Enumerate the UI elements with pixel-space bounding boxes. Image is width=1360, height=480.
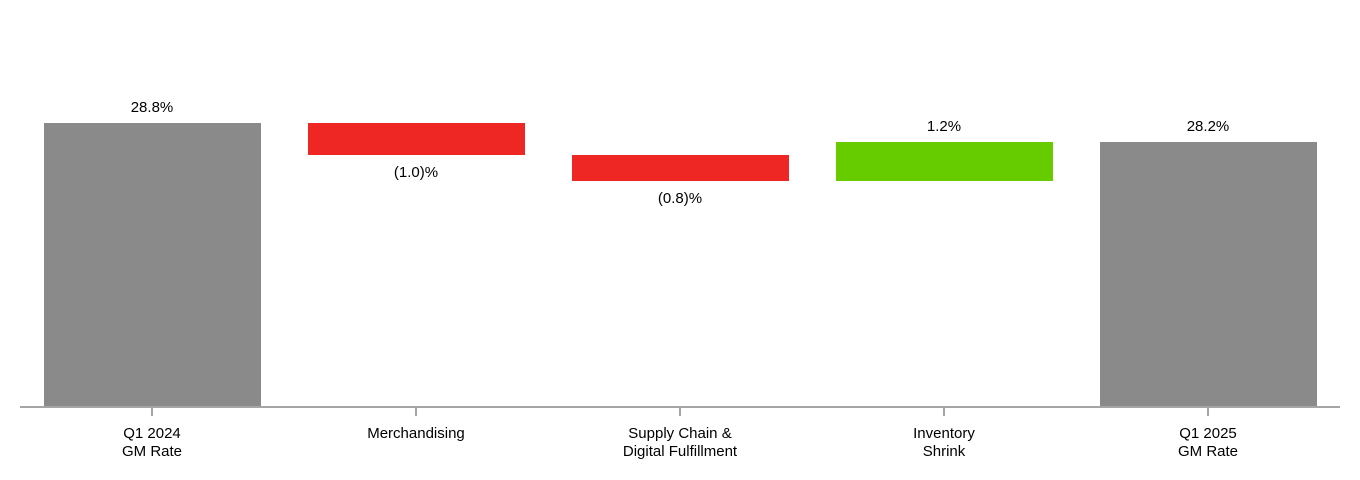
- category-label-merchandising: Merchandising: [296, 425, 536, 443]
- x-axis-tick: [415, 408, 417, 416]
- category-label-line: Digital Fulfillment: [622, 443, 738, 460]
- category-label-line: GM Rate: [121, 443, 182, 460]
- category-label-supply-chain-digital-fulfillment: Supply Chain & Digital Fulfillment: [560, 425, 800, 461]
- bar-q1-2025-gm-rate: [1099, 141, 1317, 406]
- category-label-line: Shrink: [922, 443, 966, 460]
- category-label-line: Q1 2025: [1179, 425, 1237, 442]
- category-label-inventory-shrink: Inventory Shrink: [824, 425, 1064, 461]
- category-label-q1-2025-gm-rate: Q1 2025 GM Rate: [1088, 425, 1328, 461]
- data-label-q1-2024-gm-rate: 28.8%: [130, 98, 174, 116]
- x-axis-tick: [151, 408, 153, 416]
- x-axis-tick: [679, 408, 681, 416]
- bar-supply-chain-digital-fulfillment: [571, 154, 789, 181]
- x-axis-line: [20, 406, 1340, 408]
- x-axis-tick: [943, 408, 945, 416]
- data-label-inventory-shrink: 1.2%: [926, 117, 962, 135]
- category-label-line: Inventory: [913, 425, 975, 442]
- data-label-q1-2025-gm-rate: 28.2%: [1186, 117, 1230, 135]
- category-label-line: GM Rate: [1177, 443, 1238, 460]
- category-label-line: Merchandising: [367, 425, 465, 442]
- category-label-line: Supply Chain &: [628, 425, 732, 442]
- category-label-q1-2024-gm-rate: Q1 2024 GM Rate: [32, 425, 272, 461]
- category-label-line: Q1 2024: [123, 425, 181, 442]
- x-axis-tick: [1207, 408, 1209, 416]
- bar-inventory-shrink: [835, 141, 1053, 181]
- data-label-merchandising: (1.0)%: [393, 163, 439, 181]
- bar-merchandising: [307, 122, 525, 155]
- data-label-supply-chain-digital-fulfillment: (0.8)%: [657, 189, 703, 207]
- bar-q1-2024-gm-rate: [43, 122, 261, 406]
